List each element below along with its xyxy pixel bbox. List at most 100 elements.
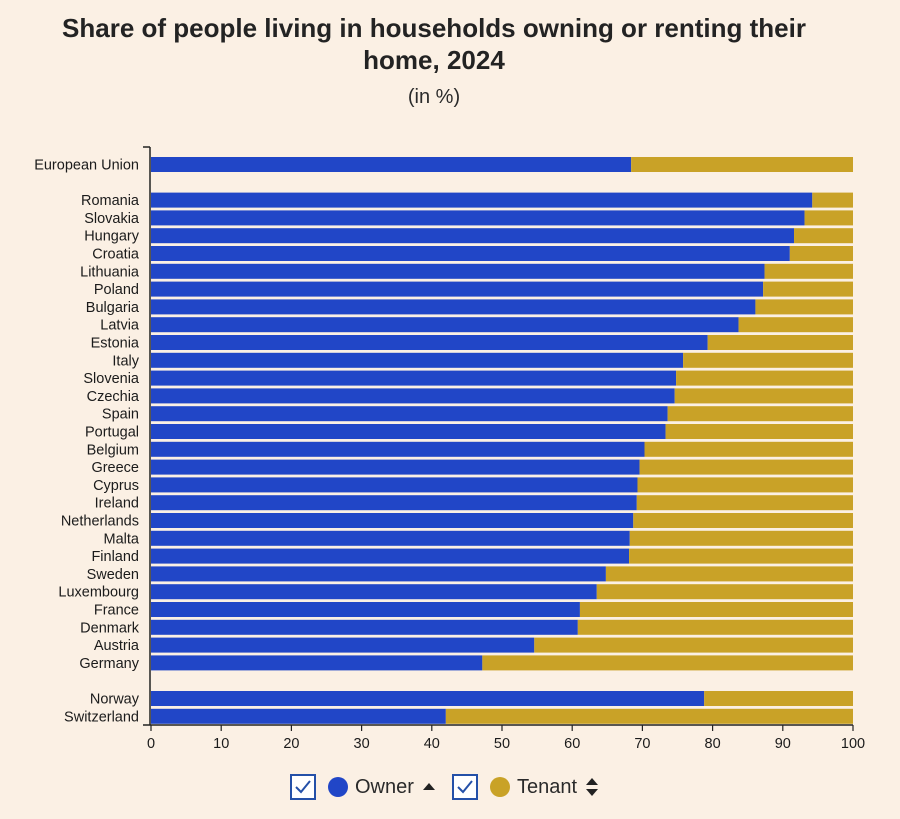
category-labels: European Union Romania Slovakia Hungary Croa… (34, 158, 140, 726)
bar-owner-finland[interactable] (151, 548, 630, 564)
category-label-ireland: Ireland (95, 496, 139, 512)
category-label-norway: Norway (90, 692, 140, 708)
x-tick-label-70: 70 (634, 736, 650, 752)
tenant-legend-label: Tenant (517, 775, 578, 798)
x-tick-label-80: 80 (705, 736, 721, 752)
bar-tenant-portugal[interactable] (665, 424, 853, 439)
bar-owner-cyprus[interactable] (151, 477, 638, 493)
bar-owner-norway[interactable] (151, 691, 705, 706)
bar-tenant-finland[interactable] (629, 548, 853, 564)
x-tick-label-90: 90 (775, 736, 791, 752)
bar-tenant-netherlands[interactable] (633, 513, 853, 528)
bar-owner-lithuania[interactable] (151, 263, 765, 279)
category-label-spain: Spain (102, 407, 139, 423)
category-label-european-union: European Union (34, 158, 139, 174)
bar-tenant-france[interactable] (579, 602, 853, 617)
tenant-checkbox[interactable] (452, 774, 478, 800)
category-label-croatia: Croatia (92, 247, 140, 263)
bar-tenant-luxembourg[interactable] (596, 584, 853, 600)
bar-tenant-estonia[interactable] (707, 335, 853, 350)
check-icon (457, 780, 473, 794)
bar-owner-luxembourg[interactable] (151, 584, 597, 600)
bar-owner-croatia[interactable] (151, 246, 790, 261)
bar-owner-switzerland[interactable] (151, 708, 446, 724)
bar-tenant-spain[interactable] (667, 406, 853, 422)
stacked-bar-chart: European Union Romania Slovakia Hungary Croa… (34, 146, 865, 752)
bar-owner-latvia[interactable] (151, 317, 739, 333)
bar-owner-estonia[interactable] (151, 335, 708, 350)
category-label-luxembourg: Luxembourg (58, 585, 139, 601)
sort-both-icon[interactable] (585, 777, 599, 797)
bar-owner-greece[interactable] (151, 459, 640, 475)
category-label-italy: Italy (112, 353, 139, 369)
bar-owner-european-union[interactable] (151, 157, 632, 172)
x-tick-label-100: 100 (841, 736, 865, 752)
legend-item-owner[interactable]: Owner (290, 770, 436, 804)
bar-tenant-slovenia[interactable] (676, 370, 853, 386)
chart-subtitle: (in %) (407, 86, 461, 108)
x-tick-label-30: 30 (354, 736, 370, 752)
bar-owner-romania[interactable] (151, 192, 813, 208)
bar-tenant-ireland[interactable] (636, 495, 853, 511)
category-label-denmark: Denmark (80, 620, 140, 636)
category-label-romania: Romania (81, 193, 140, 209)
category-label-greece: Greece (91, 460, 139, 476)
chart-title-line-1: Share of people living in households own… (62, 13, 806, 43)
bar-owner-denmark[interactable] (151, 619, 578, 635)
bar-tenant-denmark[interactable] (577, 619, 853, 635)
bar-owner-spain[interactable] (151, 406, 668, 422)
chart-title: Share of people living in households own… (0, 12, 868, 76)
bar-owner-austria[interactable] (151, 637, 535, 653)
bar-owner-czechia[interactable] (151, 388, 675, 404)
bars-layer (151, 157, 853, 724)
sort-up-icon[interactable] (422, 781, 436, 793)
bar-tenant-lithuania[interactable] (764, 263, 853, 279)
bar-tenant-slovakia[interactable] (804, 210, 853, 226)
category-label-poland: Poland (94, 282, 139, 298)
bar-tenant-greece[interactable] (639, 459, 853, 475)
bar-tenant-sweden[interactable] (605, 566, 853, 582)
bar-owner-netherlands[interactable] (151, 513, 634, 528)
bar-owner-slovenia[interactable] (151, 370, 677, 386)
bar-owner-italy[interactable] (151, 352, 684, 368)
bar-owner-ireland[interactable] (151, 495, 637, 511)
bar-owner-belgium[interactable] (151, 441, 645, 457)
bar-tenant-norway[interactable] (704, 691, 853, 706)
category-label-malta: Malta (104, 531, 140, 547)
bar-tenant-bulgaria[interactable] (755, 299, 853, 315)
bar-owner-germany[interactable] (151, 655, 483, 671)
bar-owner-hungary[interactable] (151, 228, 795, 244)
bar-owner-poland[interactable] (151, 281, 764, 297)
bar-tenant-romania[interactable] (812, 192, 853, 208)
bar-owner-sweden[interactable] (151, 566, 606, 582)
bar-tenant-czechia[interactable] (674, 388, 853, 404)
bar-tenant-italy[interactable] (683, 352, 853, 368)
bar-tenant-cyprus[interactable] (637, 477, 853, 493)
legend-item-tenant[interactable]: Tenant (452, 770, 599, 804)
bar-tenant-poland[interactable] (763, 281, 853, 297)
bar-tenant-croatia[interactable] (789, 246, 853, 261)
category-label-bulgaria: Bulgaria (86, 300, 140, 316)
bar-tenant-belgium[interactable] (644, 441, 853, 457)
bar-tenant-germany[interactable] (482, 655, 853, 671)
category-label-lithuania: Lithuania (80, 264, 140, 280)
bar-owner-malta[interactable] (151, 530, 630, 546)
x-tick-label-50: 50 (494, 736, 510, 752)
owner-legend-label: Owner (355, 775, 414, 798)
bar-tenant-malta[interactable] (629, 530, 853, 546)
bar-owner-slovakia[interactable] (151, 210, 805, 226)
bar-owner-bulgaria[interactable] (151, 299, 756, 315)
bar-owner-portugal[interactable] (151, 424, 666, 439)
bar-tenant-european-union[interactable] (631, 157, 853, 172)
bar-tenant-latvia[interactable] (738, 317, 853, 333)
category-label-czechia: Czechia (87, 389, 140, 405)
category-label-estonia: Estonia (91, 336, 140, 352)
owner-color-dot (328, 777, 348, 797)
bar-owner-france[interactable] (151, 602, 580, 617)
bar-tenant-switzerland[interactable] (445, 708, 853, 724)
bar-tenant-hungary[interactable] (794, 228, 853, 244)
bar-tenant-austria[interactable] (534, 637, 853, 653)
axes-layer: 0 10 20 30 40 50 60 70 80 90 100 (143, 146, 865, 752)
owner-checkbox[interactable] (290, 774, 316, 800)
x-tick-label-40: 40 (424, 736, 440, 752)
